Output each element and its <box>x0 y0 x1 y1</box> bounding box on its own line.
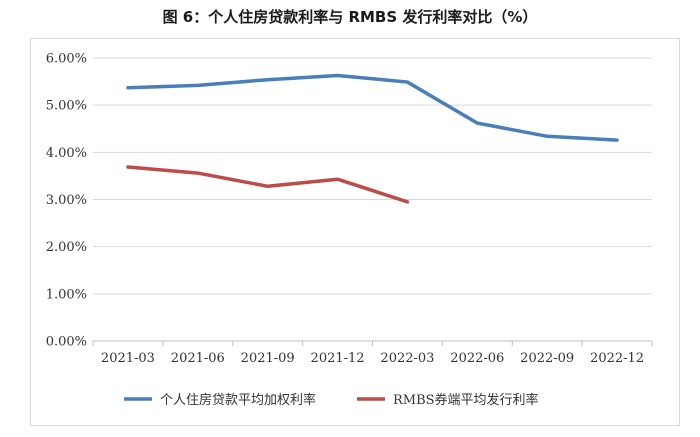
x-tick-label: 2022-12 <box>590 351 644 366</box>
y-tick-label: 5.00% <box>46 99 87 114</box>
x-tick-label: 2021-06 <box>171 351 225 366</box>
chart-frame <box>30 38 680 426</box>
series-line-2 <box>126 165 410 204</box>
x-tick-label: 2022-06 <box>450 351 504 366</box>
y-tick-label: 6.00% <box>46 52 87 67</box>
x-tick-label: 2021-03 <box>101 351 155 366</box>
x-tick-label: 2021-12 <box>311 351 365 366</box>
y-tick-label: 3.00% <box>46 193 87 208</box>
x-tick-label: 2022-03 <box>380 351 434 366</box>
y-tick-label: 0.00% <box>46 335 87 350</box>
chart-title: 图 6：个人住房贷款利率与 RMBS 发行利率对比（%） <box>162 8 538 26</box>
y-tick-label: 4.00% <box>46 146 87 161</box>
y-tick-label: 2.00% <box>46 240 87 255</box>
x-tick-label: 2021-09 <box>241 351 295 366</box>
series-line-1 <box>126 73 619 142</box>
legend-label: 个人住房贷款平均加权利率 <box>160 392 316 408</box>
legend-label: RMBS券端平均发行利率 <box>393 392 539 408</box>
x-tick-label: 2022-09 <box>520 351 574 366</box>
y-tick-label: 1.00% <box>46 287 87 302</box>
